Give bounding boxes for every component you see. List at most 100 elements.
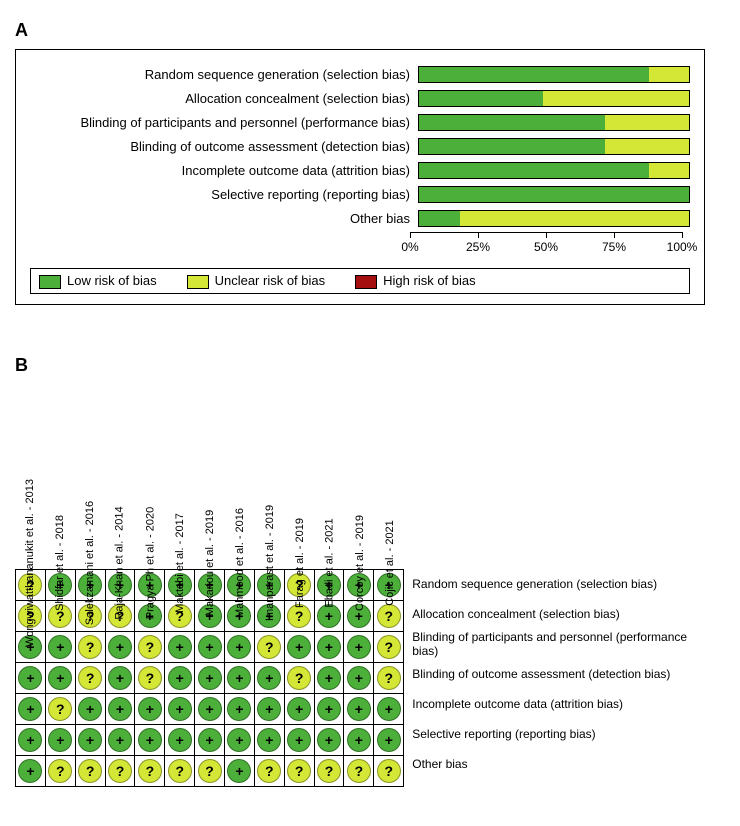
rob-circle-low: +: [18, 697, 42, 721]
rob-circle-unclear: ?: [48, 697, 72, 721]
rob-cell: ?: [254, 631, 284, 662]
rob-circle-low: +: [257, 666, 281, 690]
table-row: ++?+?++++?++?: [16, 662, 404, 693]
bar-label: Allocation concealment (selection bias): [30, 91, 418, 106]
rob-cell: +: [45, 724, 75, 755]
rob-cell: +: [284, 693, 314, 724]
rob-cell: +: [135, 724, 165, 755]
table-row: ++?+?+++?+++?: [16, 631, 404, 662]
rob-cell: ?: [284, 662, 314, 693]
axis-tick: [614, 232, 615, 238]
rob-circle-low: +: [18, 728, 42, 752]
rob-circle-unclear: ?: [138, 666, 162, 690]
rob-circle-low: +: [18, 666, 42, 690]
rob-cell: +: [284, 631, 314, 662]
rob-circle-low: +: [198, 728, 222, 752]
domain-label: Selective reporting (reporting bias): [404, 719, 705, 749]
rob-circle-low: +: [227, 759, 251, 783]
rob-cell: +: [16, 755, 46, 786]
rob-circle-low: +: [227, 635, 251, 659]
rob-circle-low: +: [347, 728, 371, 752]
study-header: Salekzamani et al. - 2016: [75, 384, 105, 569]
rob-circle-low: +: [317, 728, 341, 752]
rob-cell: +: [344, 662, 374, 693]
rob-circle-unclear: ?: [377, 666, 401, 690]
rob-cell: +: [16, 662, 46, 693]
rob-circle-unclear: ?: [138, 759, 162, 783]
rob-circle-unclear: ?: [347, 759, 371, 783]
rob-cell: +: [225, 724, 255, 755]
rob-cell: +: [314, 724, 344, 755]
rob-cell: +: [254, 662, 284, 693]
rob-circle-low: +: [227, 728, 251, 752]
axis-tick: [410, 232, 411, 238]
rob-cell: +: [16, 724, 46, 755]
rob-cell: ?: [45, 693, 75, 724]
axis-tick-label: 25%: [466, 240, 490, 254]
rob-circle-unclear: ?: [108, 759, 132, 783]
rob-cell: ?: [165, 755, 195, 786]
rob-circle-low: +: [108, 666, 132, 690]
rob-cell: +: [16, 693, 46, 724]
axis-tick: [546, 232, 547, 238]
legend-item: High risk of bias: [355, 273, 475, 289]
rob-cell: ?: [374, 755, 404, 786]
study-header: Mahmood et al. - 2016: [225, 384, 255, 569]
rob-cell: +: [195, 724, 225, 755]
rob-cell: +: [195, 693, 225, 724]
bar-row: Random sequence generation (selection bi…: [30, 62, 690, 86]
rob-cell: +: [105, 693, 135, 724]
rob-cell: +: [45, 662, 75, 693]
rob-circle-low: +: [347, 666, 371, 690]
legend-label: Low risk of bias: [67, 273, 157, 288]
domain-label: Blinding of participants and personnel (…: [404, 629, 705, 659]
rob-circle-low: +: [108, 728, 132, 752]
bar-track: [418, 162, 690, 179]
panel-b-label: B: [15, 355, 725, 376]
rob-circle-low: +: [287, 635, 311, 659]
rob-circle-low: +: [78, 728, 102, 752]
rob-circle-unclear: ?: [287, 666, 311, 690]
rob-circle-low: +: [347, 697, 371, 721]
bar-segment-low: [419, 187, 689, 202]
rob-cell: +: [314, 693, 344, 724]
bar-label: Selective reporting (reporting bias): [30, 187, 418, 202]
domain-label: Allocation concealment (selection bias): [404, 599, 705, 629]
rob-circle-low: +: [317, 666, 341, 690]
x-axis: 0%25%50%75%100%: [30, 232, 690, 262]
rob-cell: +: [344, 631, 374, 662]
rob-circle-unclear: ?: [257, 759, 281, 783]
bar-track: [418, 66, 690, 83]
rob-cell: ?: [374, 662, 404, 693]
rob-circle-low: +: [257, 728, 281, 752]
bar-segment-low: [419, 163, 649, 178]
bar-label: Random sequence generation (selection bi…: [30, 67, 418, 82]
legend-swatch: [187, 275, 209, 289]
bar-row: Allocation concealment (selection bias): [30, 86, 690, 110]
axis-tick-label: 0%: [401, 240, 418, 254]
rob-circle-low: +: [227, 666, 251, 690]
rob-circle-unclear: ?: [317, 759, 341, 783]
rob-circle-low: +: [78, 697, 102, 721]
rob-cell: +: [165, 724, 195, 755]
rob-cell: +: [165, 631, 195, 662]
rob-cell: +: [165, 693, 195, 724]
rob-cell: ?: [284, 755, 314, 786]
rob-cell: ?: [195, 755, 225, 786]
study-header: Ebadi et al. - 2021: [315, 384, 345, 569]
bar-row: Blinding of participants and personnel (…: [30, 110, 690, 134]
legend-item: Unclear risk of bias: [187, 273, 326, 289]
rob-cell: +: [254, 724, 284, 755]
study-headers: Wongwiwatthananukit et al. - 2013Shidfar…: [15, 384, 705, 569]
rob-cell: +: [284, 724, 314, 755]
rob-cell: +: [105, 662, 135, 693]
rob-circle-low: +: [138, 697, 162, 721]
bar-label: Other bias: [30, 211, 418, 226]
bar-track: [418, 114, 690, 131]
bar-track: [418, 90, 690, 107]
axis-tick-label: 100%: [667, 240, 698, 254]
domain-label: Random sequence generation (selection bi…: [404, 569, 705, 599]
rob-cell: +: [135, 693, 165, 724]
rob-cell: +: [165, 662, 195, 693]
rob-circle-low: +: [48, 728, 72, 752]
